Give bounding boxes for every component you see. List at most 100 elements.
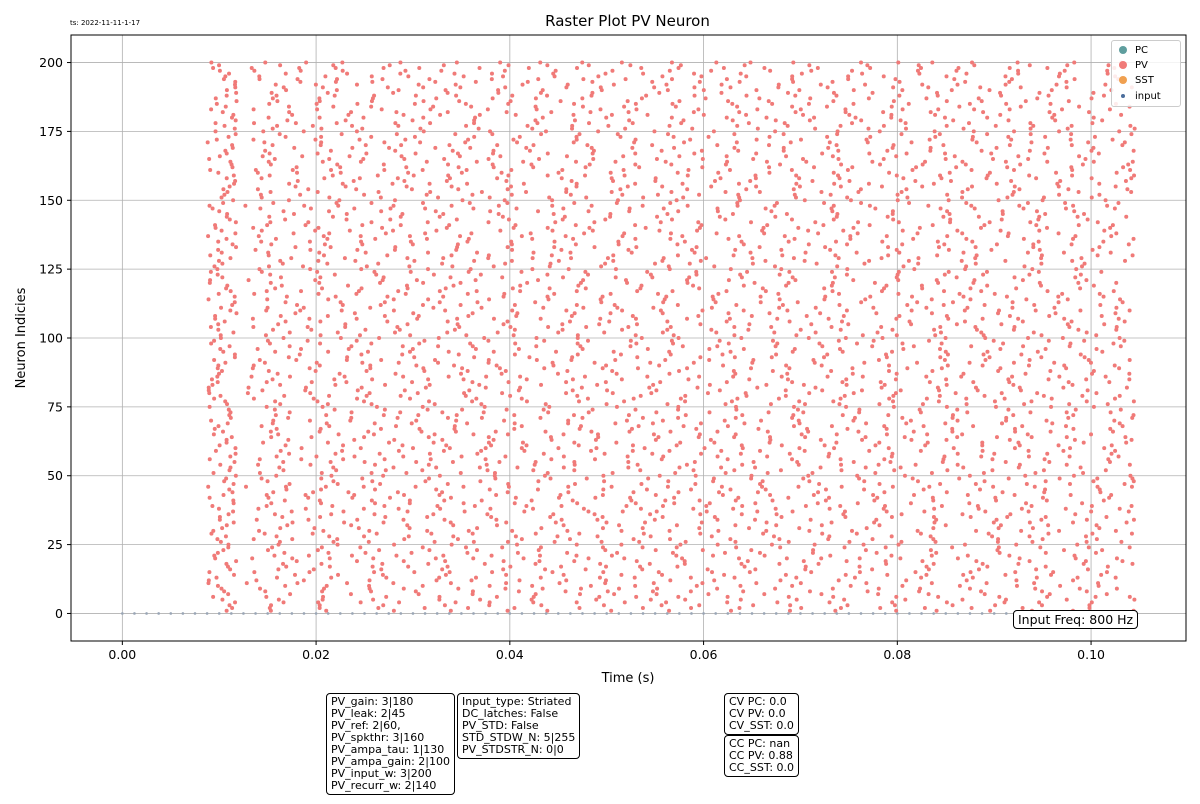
pv-spike (844, 404, 849, 409)
pv-spike (894, 173, 899, 178)
pv-spike (493, 429, 498, 434)
pv-spike (786, 239, 791, 244)
pv-spike (210, 206, 215, 211)
input-spike (411, 612, 415, 615)
pv-spike (582, 374, 587, 379)
pv-spike (1020, 278, 1025, 283)
pv-spike (862, 261, 867, 266)
pv-spike (318, 515, 323, 520)
pv-spike (1128, 167, 1133, 172)
pv-spike (338, 300, 343, 305)
pv-spike (543, 567, 548, 572)
pv-spike (211, 594, 216, 599)
pv-spike (636, 424, 641, 429)
pv-spike (426, 377, 431, 382)
pv-spike (932, 129, 937, 134)
pv-spike (258, 192, 263, 197)
pv-spike (730, 101, 735, 106)
pv-spike (674, 553, 679, 558)
pv-spike (795, 459, 800, 464)
pv-spike (469, 104, 474, 109)
pv-spike (746, 121, 751, 126)
pv-spike (688, 137, 693, 142)
pv-spike (1117, 393, 1122, 398)
pv-spike (440, 490, 445, 495)
pv-spike (802, 198, 807, 203)
pv-spike (630, 313, 635, 318)
pv-spike (730, 118, 735, 123)
pv-spike (566, 418, 571, 423)
pv-spike (732, 132, 737, 137)
pv-spike (328, 245, 333, 250)
pv-spike (455, 537, 460, 542)
pv-spike (606, 123, 611, 128)
pv-spike (536, 77, 541, 82)
pv-spike (971, 129, 976, 134)
pv-spike (1047, 110, 1052, 115)
pv-spike (230, 242, 235, 247)
pv-spike (900, 583, 905, 588)
pv-spike (1080, 501, 1085, 506)
pv-spike (276, 322, 281, 327)
pv-spike (517, 578, 522, 583)
pv-spike (569, 256, 574, 261)
input-spike (702, 612, 705, 615)
pv-spike (698, 258, 703, 263)
pv-spike (748, 60, 753, 65)
pv-spike (1033, 470, 1038, 475)
pv-spike (504, 581, 509, 586)
pv-spike (291, 231, 296, 236)
pv-spike (587, 121, 592, 126)
pv-spike (268, 280, 273, 285)
input-spike (351, 612, 354, 615)
pv-spike (851, 459, 856, 464)
pv-spike (462, 391, 467, 396)
pv-spike (1089, 432, 1094, 437)
pv-spike (645, 347, 650, 352)
pv-spike (734, 302, 739, 307)
pv-spike (1025, 250, 1030, 255)
pv-spike (533, 300, 538, 305)
pv-spike (998, 90, 1003, 95)
pv-spike (806, 336, 811, 340)
pv-spike (1012, 324, 1017, 329)
pv-spike (445, 319, 450, 324)
pv-spike (207, 495, 212, 500)
pv-spike (857, 407, 862, 412)
pv-spike (251, 537, 256, 542)
pv-spike (651, 432, 656, 437)
pv-spike (303, 506, 308, 511)
pv-spike (591, 156, 596, 161)
pv-spike (832, 446, 837, 451)
pv-spike (382, 167, 387, 172)
pv-spike (751, 358, 756, 363)
pv-spike (251, 137, 256, 142)
pv-spike (469, 231, 474, 236)
pv-spike (744, 74, 749, 79)
pv-spike (269, 501, 274, 506)
pv-spike (406, 534, 411, 539)
pv-spike (433, 145, 438, 150)
pv-spike (801, 112, 806, 117)
pv-spike (994, 181, 999, 186)
pv-spike (1026, 363, 1031, 368)
pv-spike (944, 123, 949, 128)
pv-spike (589, 429, 594, 434)
pv-spike (634, 594, 639, 599)
pv-spike (435, 504, 440, 509)
pv-spike (652, 129, 657, 134)
pv-spike (766, 410, 771, 415)
pv-spike (1063, 201, 1068, 206)
pv-spike (518, 283, 523, 288)
pv-spike (340, 302, 345, 307)
pv-spike (689, 605, 694, 610)
pv-spike (539, 603, 544, 608)
pv-spike (227, 71, 232, 76)
pv-spike (210, 504, 215, 509)
pv-spike (983, 358, 988, 363)
pv-spike (643, 225, 648, 230)
pv-spike (633, 181, 638, 186)
pv-spike (680, 556, 685, 561)
pv-spike (323, 484, 328, 489)
pv-spike (669, 338, 674, 343)
